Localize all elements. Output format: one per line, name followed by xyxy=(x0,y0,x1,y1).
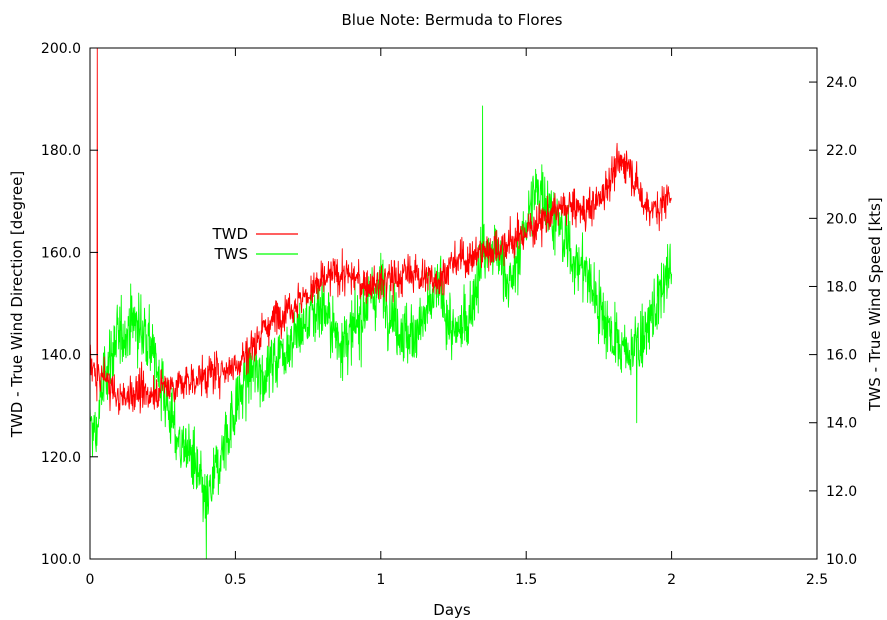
y-tick-label: 120.0 xyxy=(41,450,81,466)
y2-tick-label: 12.0 xyxy=(826,484,857,500)
y-tick-label: 100.0 xyxy=(41,552,81,568)
y2-tick-label: 20.0 xyxy=(826,211,857,227)
series-line-twd xyxy=(89,47,672,415)
plot-frame xyxy=(89,47,818,560)
y-tick-label: 180.0 xyxy=(41,143,81,159)
y-tick-label: 140.0 xyxy=(41,348,81,364)
y-tick-label: 160.0 xyxy=(41,245,81,261)
series-layer xyxy=(89,47,673,560)
ticks-layer: 0 0.5 1 1.5 2 2.5 100.0 120.0 140.0 160.0 180.0 200… xyxy=(41,41,857,588)
x-tick-label: 0.5 xyxy=(224,572,246,588)
x-tick-label: 2 xyxy=(667,572,676,588)
x-tick-label: 1.5 xyxy=(515,572,537,588)
series-line-tws xyxy=(89,105,673,560)
chart-title: Blue Note: Bermuda to Flores xyxy=(342,11,563,29)
x-tick-label: 2.5 xyxy=(806,572,828,588)
legend-label-twd: TWD xyxy=(211,225,248,243)
y2-tick-label: 24.0 xyxy=(826,75,857,91)
y-axis-title: TWD - True Wind Direction [degree] xyxy=(8,171,26,438)
y2-tick-label: 22.0 xyxy=(826,143,857,159)
legend-label-tws: TWS xyxy=(213,245,248,263)
x-tick-label: 0 xyxy=(86,572,95,588)
y2-axis-title: TWS - True Wind Speed [kts] xyxy=(866,197,884,411)
y2-tick-label: 10.0 xyxy=(826,552,857,568)
x-tick-label: 1 xyxy=(376,572,385,588)
y2-tick-label: 18.0 xyxy=(826,279,857,295)
legend: TWD TWS xyxy=(211,225,298,263)
y-tick-label: 200.0 xyxy=(41,41,81,57)
y2-tick-label: 14.0 xyxy=(826,416,857,432)
x-axis-title: Days xyxy=(433,601,471,619)
y2-tick-label: 16.0 xyxy=(826,348,857,364)
